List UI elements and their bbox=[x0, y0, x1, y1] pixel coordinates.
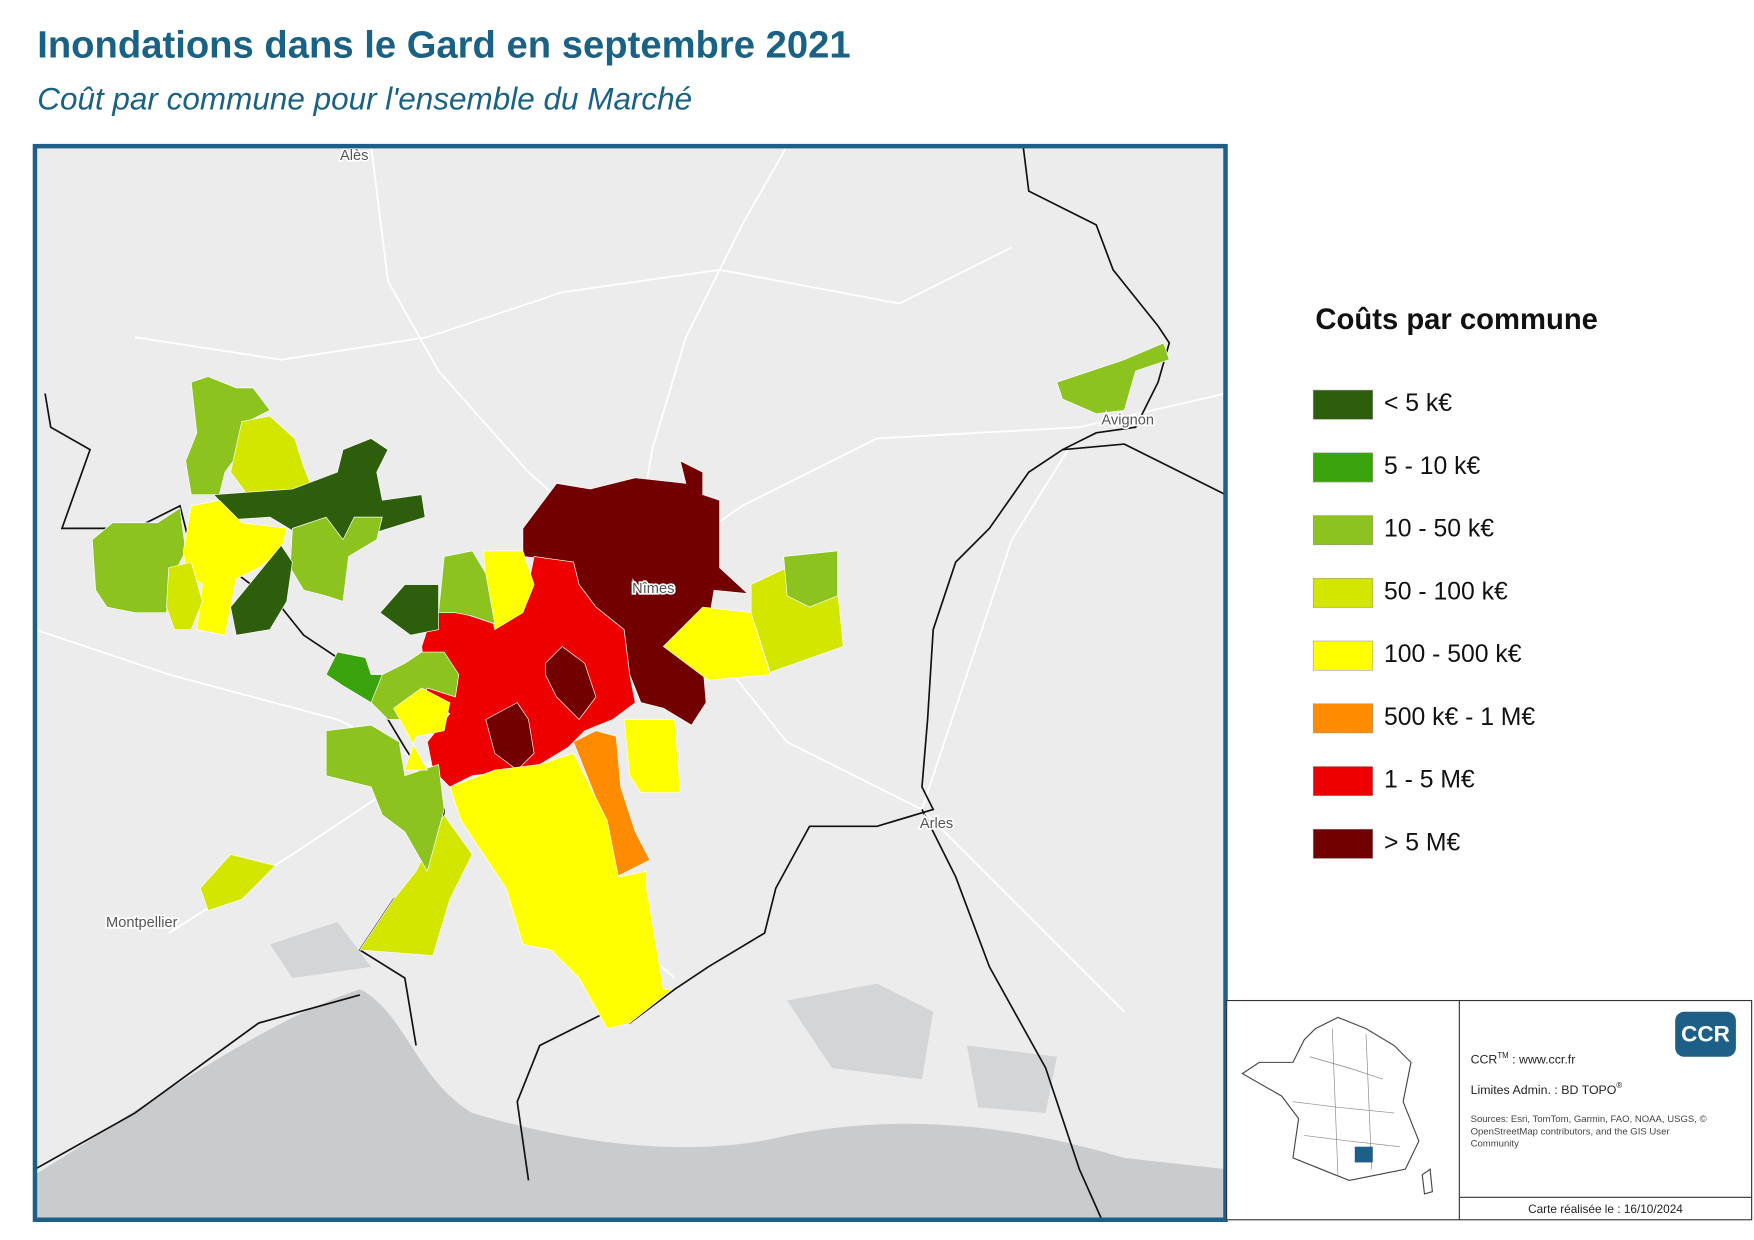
france-outline bbox=[1241, 1016, 1420, 1182]
commune bbox=[325, 651, 389, 704]
place-label: Montpellier bbox=[106, 915, 178, 931]
logo: CCR bbox=[1681, 1021, 1730, 1046]
map-frame bbox=[32, 143, 1228, 1223]
commune bbox=[213, 438, 426, 540]
sources: Sources: Esri, TomTom, Garmin, FAO, NOAA… bbox=[1471, 1114, 1707, 1125]
commune bbox=[230, 544, 293, 636]
place-labels: Alès Avignon Nîmes Arles Montpellier bbox=[104, 146, 1155, 932]
commune bbox=[449, 752, 674, 1030]
place-label: Arles bbox=[920, 816, 953, 832]
commune bbox=[199, 854, 277, 912]
legend-swatch bbox=[1312, 452, 1374, 483]
producer-mark: TM bbox=[1497, 1051, 1508, 1060]
legend-swatch bbox=[1312, 515, 1374, 546]
legend-swatch bbox=[1312, 389, 1374, 420]
commune bbox=[359, 814, 473, 956]
communes bbox=[91, 342, 1170, 1030]
legend-label: 10 - 50 k€ bbox=[1384, 516, 1494, 543]
place-label: Nîmes bbox=[632, 581, 674, 597]
commune bbox=[438, 550, 496, 625]
commune bbox=[370, 651, 460, 720]
commune bbox=[166, 561, 203, 630]
commune bbox=[1056, 342, 1170, 415]
limits-mark: ® bbox=[1616, 1081, 1622, 1090]
place-label: Alès bbox=[340, 148, 368, 164]
commune bbox=[545, 645, 597, 721]
legend-label: < 5 k€ bbox=[1384, 390, 1452, 417]
legend-swatch bbox=[1312, 578, 1374, 608]
commune bbox=[623, 719, 681, 793]
subtitle: Coût par commune pour l'ensemble du Marc… bbox=[37, 81, 692, 116]
legend-swatch bbox=[1312, 766, 1374, 796]
commune bbox=[325, 724, 445, 873]
credits-box: CCR CCRTM : www.ccr.fr Limites Admin. : … bbox=[1226, 999, 1753, 1221]
limits: Limites Admin. : BD TOPO® bbox=[1471, 1081, 1623, 1097]
legend-label: 100 - 500 k€ bbox=[1384, 641, 1522, 668]
place-label: Avignon bbox=[1101, 412, 1154, 428]
sources: Community bbox=[1471, 1139, 1520, 1150]
commune bbox=[379, 584, 439, 636]
commune bbox=[393, 687, 451, 771]
legend-label: 50 - 100 k€ bbox=[1384, 578, 1508, 605]
commune bbox=[662, 606, 771, 681]
legend-swatch bbox=[1312, 703, 1374, 734]
sources: OpenStreetMap contributors, and the GIS … bbox=[1471, 1126, 1671, 1137]
legend-label: > 5 M€ bbox=[1384, 829, 1461, 856]
legend: < 5 k€ 5 - 10 k€ 10 - 50 k€ 50 - 100 k€ 100 … bbox=[1312, 389, 1535, 859]
legend-title: Coûts par commune bbox=[1315, 304, 1598, 336]
legend-swatch bbox=[1312, 640, 1374, 671]
limits-text: Limites Admin. : BD TOPO bbox=[1471, 1083, 1617, 1097]
commune bbox=[289, 516, 383, 602]
legend-label: 5 - 10 k€ bbox=[1384, 453, 1480, 480]
map-date: Carte réalisée le : 16/10/2024 bbox=[1528, 1202, 1683, 1216]
legend-label: 1 - 5 M€ bbox=[1384, 767, 1475, 794]
commune bbox=[485, 702, 535, 771]
producer-name: CCR bbox=[1471, 1052, 1498, 1066]
producer: CCRTM : www.ccr.fr bbox=[1471, 1051, 1576, 1067]
title: Inondations dans le Gard en septembre 20… bbox=[37, 23, 850, 66]
legend-swatch bbox=[1312, 828, 1374, 859]
basemap bbox=[34, 146, 1226, 1220]
producer-site: : www.ccr.fr bbox=[1509, 1052, 1576, 1066]
commune bbox=[783, 550, 838, 608]
commune bbox=[183, 499, 288, 636]
legend-label: 500 k€ - 1 M€ bbox=[1384, 704, 1535, 731]
